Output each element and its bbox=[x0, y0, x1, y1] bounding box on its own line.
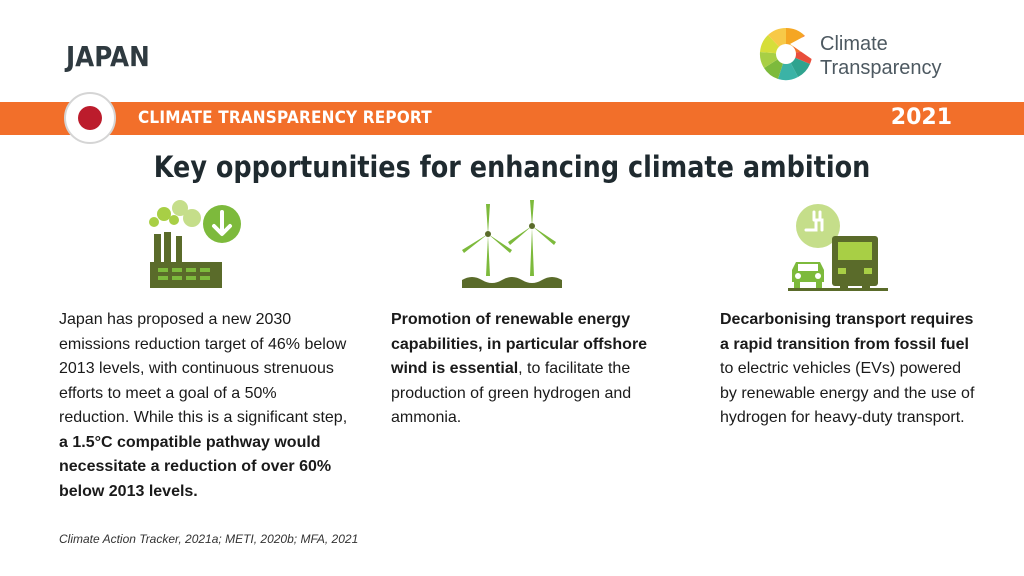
opportunity-text-bold: Decarbonising transport requires a rapid… bbox=[720, 311, 974, 353]
opportunity-text-plain: Japan has proposed a new 2030 emissions … bbox=[59, 311, 348, 426]
opportunity-text-bold: a 1.5°C compatible pathway would necessi… bbox=[59, 433, 332, 500]
source-citation: Climate Action Tracker, 2021a; METI, 202… bbox=[59, 532, 359, 546]
opportunity-text-plain: , to facilitate the production of green … bbox=[391, 360, 632, 426]
opportunity-text-emissions: Japan has proposed a new 2030 emissions … bbox=[59, 308, 349, 504]
electric-vehicles-icon bbox=[788, 204, 888, 291]
report-banner bbox=[0, 102, 1024, 135]
page-title: Key opportunities for enhancing climate … bbox=[153, 150, 871, 184]
report-label: CLIMATE TRANSPARENCY REPORT bbox=[138, 108, 432, 128]
country-title: JAPAN bbox=[66, 40, 150, 73]
opportunity-text-bold: Promotion of renewable energy capabiliti… bbox=[391, 311, 648, 377]
climate-transparency-logo: Climate Transparency bbox=[758, 26, 968, 86]
offshore-wind-turbines-icon bbox=[462, 200, 562, 288]
logo-mark-icon bbox=[759, 27, 814, 81]
logo-text-line2: Transparency bbox=[820, 57, 942, 79]
opportunity-text-plain: to electric vehicles (EVs) powered by re… bbox=[720, 360, 975, 426]
opportunity-text-renewables: Promotion of renewable energy capabiliti… bbox=[391, 308, 676, 431]
opportunity-text-transport: Decarbonising transport requires a rapid… bbox=[720, 308, 980, 431]
report-year: 2021 bbox=[890, 105, 952, 130]
factory-emissions-down-icon bbox=[149, 200, 241, 288]
logo-text: Climate Transparency bbox=[820, 32, 942, 80]
japan-flag-icon bbox=[64, 92, 116, 144]
logo-text-line1: Climate bbox=[820, 33, 888, 55]
